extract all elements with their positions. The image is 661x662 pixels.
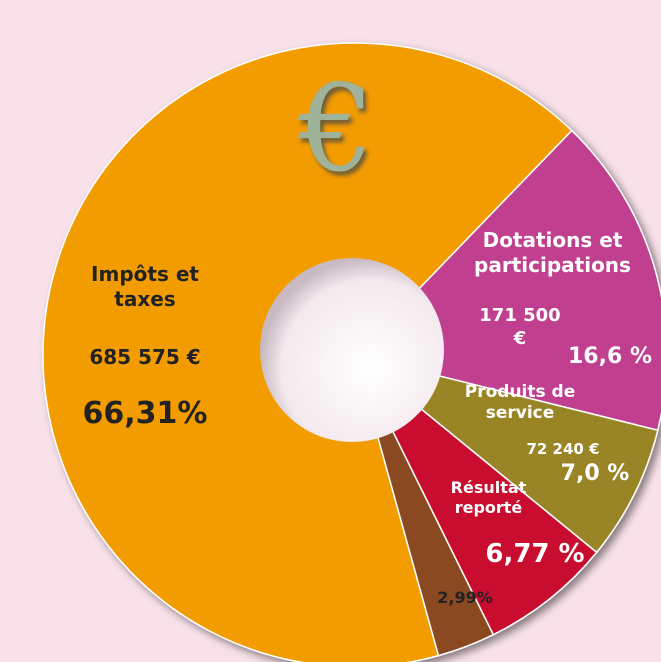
slice-label: Dotations et participations — [474, 228, 631, 277]
amount-label: 72 240 € — [526, 440, 600, 458]
slice — [354, 354, 598, 636]
slice — [354, 354, 659, 554]
slice-label: Produits de service — [464, 382, 576, 424]
slice-label: Résultat reporté — [450, 478, 527, 517]
value-label: 2,99% — [437, 588, 493, 607]
amount-label: 685 575 € — [89, 345, 201, 369]
slice-label: Impôts et taxes — [91, 262, 199, 311]
value-label: 6,77 % — [485, 539, 585, 569]
donut-hole — [260, 258, 444, 442]
value-label: 7,0 % — [560, 461, 630, 486]
value-label: 66,31% — [82, 396, 208, 431]
value-label: 16,6 % — [568, 344, 652, 369]
euro-symbol: € — [298, 60, 375, 199]
amount-label: 171 500 € — [479, 305, 561, 349]
